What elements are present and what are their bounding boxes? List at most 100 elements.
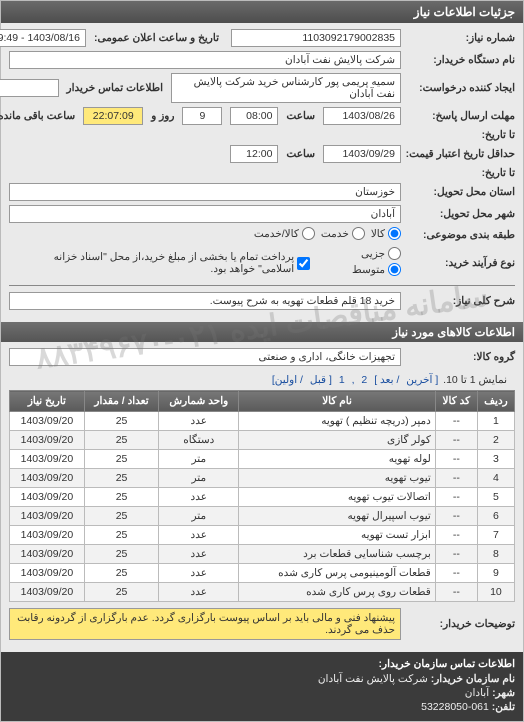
cell-7-2: برچسب شناسایی قطعات برد <box>239 545 436 564</box>
items-section-title: اطلاعات کالاهای مورد نیاز <box>1 322 523 342</box>
table-row: 4--تیوب تهویهمتر251403/09/20 <box>10 469 515 488</box>
purchase-type-label: نوع فرآیند خرید: <box>405 257 515 269</box>
announce-datetime-value: 1403/08/16 - 09:49 <box>0 29 86 47</box>
cell-4-2: اتصالات تیوب تهویه <box>239 488 436 507</box>
cell-4-0: 5 <box>477 488 514 507</box>
cell-0-3: عدد <box>159 412 239 431</box>
cell-9-2: قطعات روی پرس کاری شده <box>239 583 436 602</box>
subject-category-row: طبقه بندی موضوعی: کالاخدمتکالا/خدمت <box>9 227 515 243</box>
buyer-contact-value <box>0 79 59 97</box>
cell-2-2: لوله تهویه <box>239 450 436 469</box>
deadline-label: مهلت ارسال پاسخ: <box>405 110 515 122</box>
cell-5-4: 25 <box>84 507 158 526</box>
cell-6-0: 7 <box>477 526 514 545</box>
cell-0-1: -- <box>435 412 477 431</box>
cell-1-4: 25 <box>84 431 158 450</box>
cell-5-1: -- <box>435 507 477 526</box>
deadline-time: 08:00 <box>230 107 278 125</box>
cell-7-0: 8 <box>477 545 514 564</box>
cell-1-0: 2 <box>477 431 514 450</box>
remaining-days: 9 <box>182 107 222 125</box>
cell-5-5: 1403/09/20 <box>10 507 85 526</box>
province-label: استان محل تحویل: <box>405 186 515 198</box>
cell-8-5: 1403/09/20 <box>10 564 85 583</box>
cell-6-5: 1403/09/20 <box>10 526 85 545</box>
cell-5-3: متر <box>159 507 239 526</box>
contact-block: اطلاعات تماس سازمان خریدار: نام سازمان خ… <box>1 652 523 721</box>
province-value: خوزستان <box>9 183 401 201</box>
cell-3-2: تیوب تهویه <box>239 469 436 488</box>
pager: نمایش 1 تا 10. [ آخرین / بعد ] 2 , 1 [ ق… <box>9 370 515 390</box>
need-desc-label: شرح کلی نیاز: <box>405 295 515 307</box>
cell-4-5: 1403/09/20 <box>10 488 85 507</box>
col-4: تعداد / مقدار <box>84 391 158 412</box>
buyer-org-label: نام دستگاه خریدار: <box>405 54 515 66</box>
contact-title: اطلاعات تماس سازمان خریدار: <box>9 658 515 670</box>
table-row: 8--برچسب شناسایی قطعات بردعدد251403/09/2… <box>10 545 515 564</box>
pager-link-5[interactable]: [ قبل <box>310 374 332 386</box>
cell-5-0: 6 <box>477 507 514 526</box>
to-date-label: تا تاریخ: <box>405 129 515 141</box>
cell-3-0: 4 <box>477 469 514 488</box>
pager-link-4[interactable]: 1 <box>339 374 345 386</box>
contact-phone-label: تلفن: <box>492 701 515 713</box>
cell-6-2: ابزار تست تهویه <box>239 526 436 545</box>
cell-2-4: 25 <box>84 450 158 469</box>
cell-4-1: -- <box>435 488 477 507</box>
city-value: آبادان <box>9 205 401 223</box>
cell-2-1: -- <box>435 450 477 469</box>
cell-3-3: متر <box>159 469 239 488</box>
need-desc-value: خرید 18 قلم قطعات تهویه به شرح پیوست. <box>9 292 401 310</box>
cell-9-4: 25 <box>84 583 158 602</box>
pager-link-0[interactable]: [ آخرین <box>406 374 438 386</box>
cell-2-0: 3 <box>477 450 514 469</box>
purchase-radio-1[interactable] <box>388 263 401 276</box>
city-label: شهر محل تحویل: <box>405 208 515 220</box>
cell-9-3: عدد <box>159 583 239 602</box>
cell-1-1: -- <box>435 431 477 450</box>
announce-datetime-label: تاریخ و ساعت اعلان عمومی: <box>90 32 223 44</box>
purchase-type-row: نوع فرآیند خرید: جزییمتوسط پرداخت تمام ی… <box>9 247 515 279</box>
remaining-days-label: روز و <box>147 110 178 122</box>
panel-title: جزئیات اطلاعات نیاز <box>1 1 523 23</box>
contact-phone: 061-53228050 <box>421 701 489 713</box>
contact-org-label: نام سازمان خریدار: <box>431 673 515 685</box>
cell-2-3: متر <box>159 450 239 469</box>
pager-link-2[interactable]: 2 <box>361 374 367 386</box>
validity-label: حداقل تاریخ اعتبار قیمت: <box>405 148 515 160</box>
subject-radio-2[interactable] <box>302 227 315 240</box>
table-row: 1--دمپر (دریچه تنظیم ) تهویهعدد251403/09… <box>10 412 515 431</box>
requester-label: ایجاد کننده درخواست: <box>405 82 515 94</box>
purchase-radio-0[interactable] <box>388 247 401 260</box>
validity-time: 12:00 <box>230 145 278 163</box>
buyer-note-value: پیشنهاد فنی و مالی باید بر اساس پیوست با… <box>9 608 401 640</box>
remaining-suffix: ساعت باقی مانده <box>0 110 79 122</box>
items-table: ردیفکد کالانام کالاواحد شمارشتعداد / مقد… <box>9 390 515 602</box>
need-number-value: 1103092179002835 <box>231 29 401 47</box>
cell-7-4: 25 <box>84 545 158 564</box>
cell-0-0: 1 <box>477 412 514 431</box>
validity-to-label: تا تاریخ: <box>405 167 515 179</box>
buyer-contact-label: اطلاعات تماس خریدار <box>63 82 167 94</box>
cell-1-3: دستگاه <box>159 431 239 450</box>
cell-7-5: 1403/09/20 <box>10 545 85 564</box>
col-2: نام کالا <box>239 391 436 412</box>
purchase-note-checkbox[interactable] <box>297 257 310 270</box>
cell-8-3: عدد <box>159 564 239 583</box>
cell-8-0: 9 <box>477 564 514 583</box>
purchase-radio-label-0: جزیی <box>361 248 385 260</box>
deadline-date: 1403/08/26 <box>323 107 401 125</box>
validity-time-label: ساعت <box>282 148 319 160</box>
cell-6-1: -- <box>435 526 477 545</box>
subject-radio-0[interactable] <box>388 227 401 240</box>
pager-link-6[interactable]: / اولین] <box>272 374 303 386</box>
subject-radio-label-1: خدمت <box>321 228 349 240</box>
purchase-note-text: پرداخت تمام یا بخشی از مبلغ خرید،از محل … <box>15 251 294 275</box>
pager-link-1[interactable]: / بعد ] <box>374 374 399 386</box>
subject-radio-1[interactable] <box>352 227 365 240</box>
col-3: واحد شمارش <box>159 391 239 412</box>
cell-1-5: 1403/09/20 <box>10 431 85 450</box>
contact-city-label: شهر: <box>492 687 515 699</box>
pager-link-3[interactable]: , <box>352 374 355 386</box>
cell-0-2: دمپر (دریچه تنظیم ) تهویه <box>239 412 436 431</box>
